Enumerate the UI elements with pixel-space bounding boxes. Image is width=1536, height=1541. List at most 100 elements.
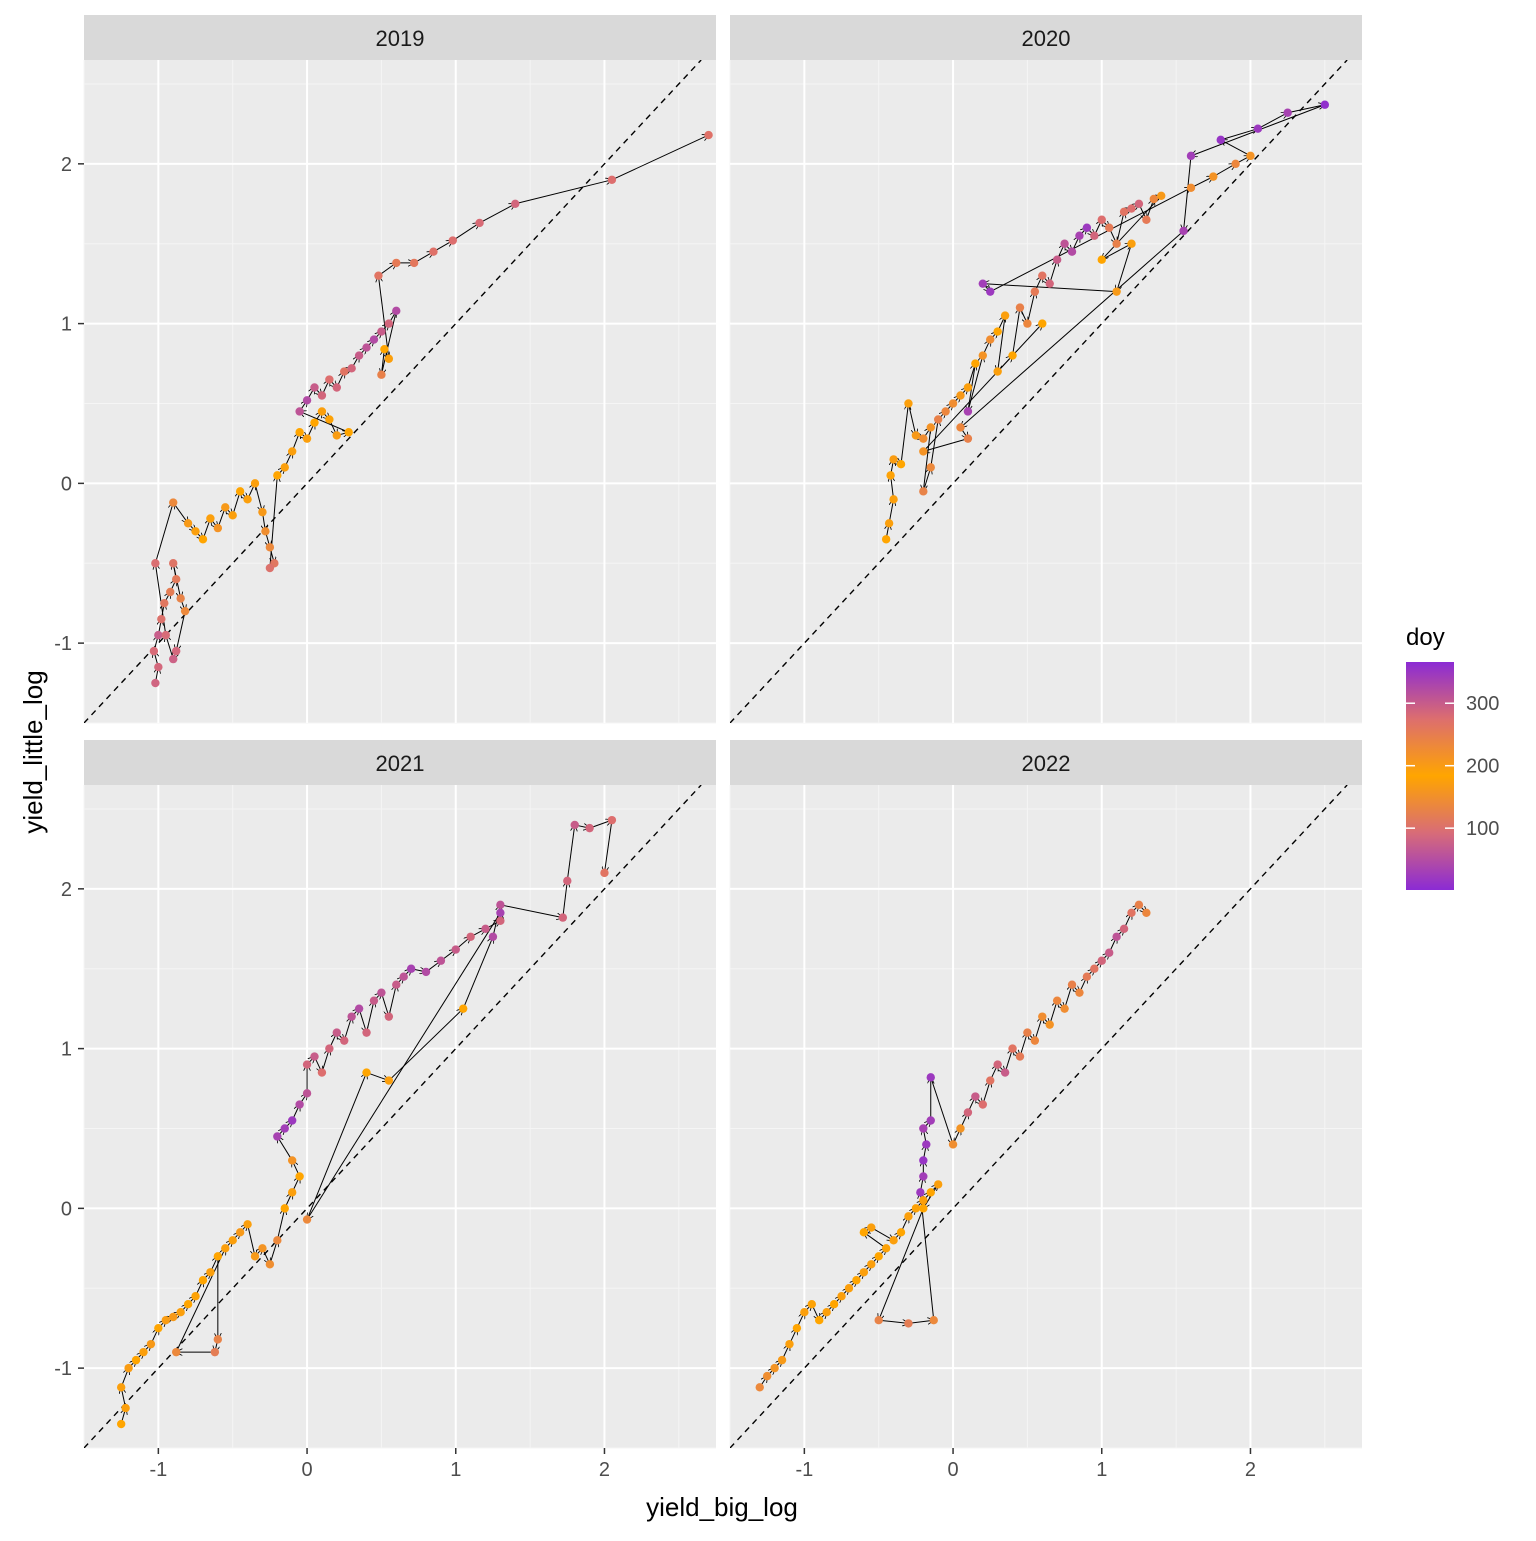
reference-line bbox=[730, 785, 1348, 1448]
legend-tick-label: 200 bbox=[1466, 756, 1499, 778]
x-tick-label: -1 bbox=[149, 1459, 167, 1481]
trajectory-arrow bbox=[300, 411, 349, 433]
data-point bbox=[235, 1228, 245, 1237]
data-point bbox=[1038, 271, 1047, 280]
data-point bbox=[978, 1100, 987, 1109]
data-point bbox=[176, 594, 185, 603]
facet-strip-label: 2020 bbox=[1022, 26, 1071, 51]
facet-strip-label: 2021 bbox=[376, 751, 425, 776]
data-point bbox=[116, 1419, 126, 1429]
data-point bbox=[332, 1028, 341, 1037]
data-point bbox=[1253, 124, 1263, 133]
data-point bbox=[302, 1060, 312, 1069]
data-point bbox=[180, 606, 190, 616]
data-point bbox=[287, 447, 297, 456]
trajectory-arrow bbox=[908, 1320, 933, 1323]
y-tick-label: 2 bbox=[61, 154, 72, 176]
data-point bbox=[295, 428, 304, 437]
y-tick-label: 0 bbox=[61, 473, 72, 495]
data-point bbox=[169, 1312, 178, 1322]
data-point bbox=[436, 956, 446, 965]
data-point bbox=[287, 1156, 297, 1165]
data-point bbox=[956, 391, 965, 400]
trajectory-arrow bbox=[277, 1136, 293, 1161]
data-point bbox=[154, 1323, 163, 1333]
data-point bbox=[511, 199, 520, 208]
data-point bbox=[1000, 1068, 1010, 1077]
data-point bbox=[362, 1068, 371, 1077]
data-point bbox=[911, 431, 921, 440]
x-tick-label: 1 bbox=[1096, 1459, 1107, 1481]
data-point bbox=[1075, 988, 1084, 997]
trajectory-arrow bbox=[269, 475, 277, 569]
data-point bbox=[213, 523, 223, 533]
data-point bbox=[280, 463, 289, 472]
legend-tick-label: 100 bbox=[1466, 818, 1499, 840]
data-point bbox=[146, 1339, 156, 1349]
data-point bbox=[1216, 135, 1225, 145]
data-point bbox=[1067, 980, 1077, 989]
data-point bbox=[317, 391, 327, 400]
data-point bbox=[1127, 204, 1136, 213]
data-point bbox=[409, 258, 419, 268]
data-point bbox=[302, 434, 312, 443]
data-point bbox=[488, 932, 498, 941]
data-point bbox=[374, 271, 383, 280]
x-tick-label: 2 bbox=[1245, 1459, 1256, 1481]
data-point bbox=[481, 924, 490, 933]
data-point bbox=[151, 559, 160, 568]
data-point bbox=[1127, 908, 1136, 918]
data-point bbox=[295, 1172, 304, 1181]
data-point bbox=[1097, 215, 1106, 224]
data-point bbox=[1127, 239, 1136, 248]
data-point bbox=[213, 1335, 223, 1344]
data-point bbox=[280, 1124, 289, 1133]
data-point bbox=[844, 1284, 854, 1293]
panel-background bbox=[730, 60, 1362, 723]
data-point bbox=[919, 487, 928, 496]
data-point bbox=[258, 1244, 267, 1253]
data-point bbox=[475, 218, 484, 228]
data-point bbox=[963, 407, 973, 416]
data-point bbox=[919, 1124, 928, 1133]
trajectory-arrow bbox=[930, 1077, 953, 1144]
data-point bbox=[332, 431, 341, 440]
x-tick-label: 0 bbox=[301, 1459, 312, 1481]
data-point bbox=[302, 396, 312, 405]
trajectory-arrow bbox=[990, 188, 1191, 293]
data-point bbox=[183, 1300, 193, 1309]
data-point bbox=[1060, 1004, 1069, 1013]
data-point bbox=[1134, 900, 1144, 910]
data-point bbox=[243, 495, 252, 504]
data-point bbox=[1157, 191, 1166, 200]
data-point bbox=[956, 1124, 965, 1133]
data-point bbox=[926, 1188, 935, 1197]
data-point bbox=[171, 575, 181, 584]
data-point bbox=[261, 527, 270, 536]
y-axis-title: yield_little_log bbox=[18, 670, 48, 833]
data-point bbox=[922, 1140, 931, 1149]
trajectory-arrow bbox=[864, 1232, 887, 1249]
data-point bbox=[1186, 183, 1196, 193]
data-point bbox=[929, 1315, 938, 1325]
facet-strip-label: 2022 bbox=[1022, 751, 1071, 776]
data-point bbox=[384, 1012, 394, 1021]
data-point bbox=[1052, 996, 1062, 1005]
trajectory-arrow bbox=[479, 204, 516, 224]
data-point bbox=[986, 335, 995, 344]
trajectory-arrow bbox=[878, 1320, 909, 1323]
trajectory-arrow bbox=[388, 985, 396, 1017]
data-point bbox=[191, 1292, 200, 1301]
facet-strip bbox=[730, 740, 1362, 785]
data-point bbox=[295, 1100, 304, 1109]
data-point bbox=[1075, 231, 1084, 240]
trajectory-arrow bbox=[900, 403, 908, 465]
data-point bbox=[1038, 1012, 1047, 1021]
data-point bbox=[859, 1228, 869, 1237]
data-point bbox=[280, 1204, 289, 1213]
data-point bbox=[867, 1260, 876, 1269]
data-point bbox=[183, 519, 193, 528]
data-point bbox=[154, 630, 163, 640]
data-point bbox=[302, 1089, 312, 1098]
data-point bbox=[161, 630, 170, 640]
